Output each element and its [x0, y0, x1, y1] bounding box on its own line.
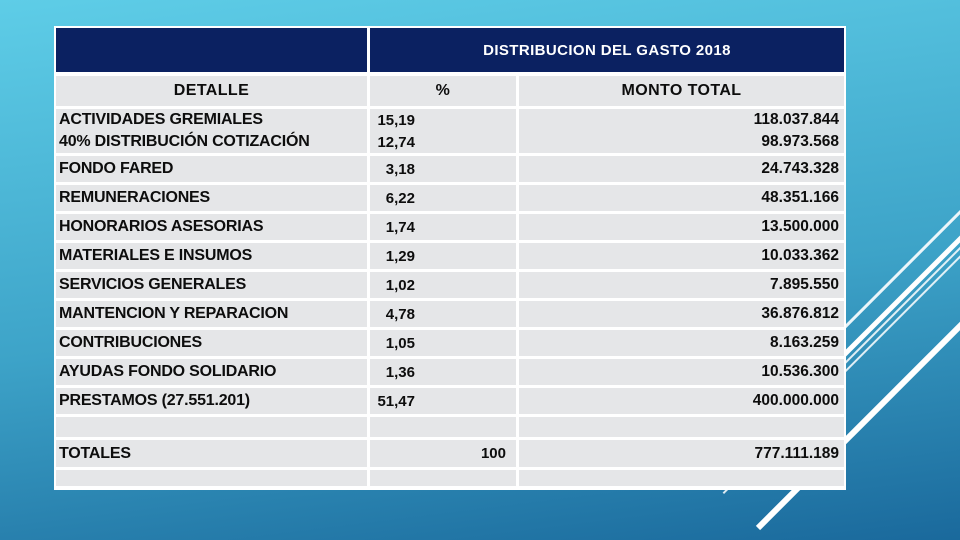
cell-monto-total: 10.536.300 [519, 359, 844, 385]
column-header-detalle: DETALLE [56, 76, 367, 106]
cell-detalle: CONTRIBUCIONES [56, 330, 367, 356]
cell-monto-total: 36.876.812 [519, 301, 844, 327]
percent-value: 12,74 [377, 133, 415, 151]
table-row: HONORARIOS ASESORIAS 1,74 13.500.000 [56, 214, 844, 240]
cell-percent [370, 417, 516, 437]
cell-percent [370, 470, 516, 486]
cell-detalle: SERVICIOS GENERALES [56, 272, 367, 298]
cell-detalle: PRESTAMOS (27.551.201) [56, 388, 367, 414]
percent-value: 4,78 [385, 305, 415, 323]
cell-percent: 4,78 [370, 301, 516, 327]
cell-monto-total [519, 417, 844, 437]
cell-percent: 100 [370, 440, 516, 467]
cell-monto-total [519, 470, 844, 486]
cell-percent: 6,22 [370, 185, 516, 211]
percent-value: 1,05 [385, 334, 415, 352]
percent-value: 100 [480, 445, 506, 462]
cell-monto-total: 13.500.000 [519, 214, 844, 240]
title-spacer-cell [56, 28, 367, 72]
cell-detalle [56, 417, 367, 437]
percent-value: 1,36 [385, 363, 415, 381]
cell-percent: 51,47 [370, 388, 516, 414]
cell-detalle: AYUDAS FONDO SOLIDARIO [56, 359, 367, 385]
table-row: AYUDAS FONDO SOLIDARIO 1,36 10.536.300 [56, 359, 844, 385]
cell-monto-total: 48.351.166 [519, 185, 844, 211]
cell-percent: 1,36 [370, 359, 516, 385]
cell-percent: 3,18 [370, 156, 516, 182]
table-row-totals: TOTALES 100 777.111.189 [56, 440, 844, 467]
cell-monto-total: 777.111.189 [519, 440, 844, 467]
cell-percent: 1,74 [370, 214, 516, 240]
cell-monto-total: 118.037.844 [519, 109, 844, 131]
table-row: CONTRIBUCIONES 1,05 8.163.259 [56, 330, 844, 356]
percent-value: 1,29 [385, 247, 415, 265]
table-title: DISTRIBUCION DEL GASTO 2018 [370, 28, 844, 72]
cell-detalle: TOTALES [56, 440, 367, 467]
table-row: 40% DISTRIBUCIÓN COTIZACIÓN 12,74 98.973.5… [56, 131, 844, 153]
cell-detalle: REMUNERACIONES [56, 185, 367, 211]
table-row: ACTIVIDADES GREMIALES 15,19 118.037.844 [56, 109, 844, 131]
percent-value: 15,19 [377, 111, 415, 129]
cell-detalle: HONORARIOS ASESORIAS [56, 214, 367, 240]
table-header-row: DETALLE % MONTO TOTAL [56, 76, 844, 106]
cell-detalle: MANTENCION Y REPARACION [56, 301, 367, 327]
table-row: MANTENCION Y REPARACION 4,78 36.876.812 [56, 301, 844, 327]
percent-value: 1,02 [385, 276, 415, 294]
column-header-monto: MONTO TOTAL [519, 76, 844, 106]
cell-monto-total: 400.000.000 [519, 388, 844, 414]
table-row: MATERIALES E INSUMOS 1,29 10.033.362 [56, 243, 844, 269]
cell-detalle: ACTIVIDADES GREMIALES [56, 109, 367, 131]
cell-percent: 12,74 [370, 131, 516, 153]
cell-percent: 15,19 [370, 109, 516, 131]
cell-monto-total: 8.163.259 [519, 330, 844, 356]
percent-value: 1,74 [385, 218, 415, 236]
table-row-empty [56, 470, 844, 486]
percent-value: 6,22 [385, 189, 415, 207]
table-title-row: DISTRIBUCION DEL GASTO 2018 [56, 28, 844, 72]
column-header-pct: % [370, 76, 516, 106]
cell-detalle: 40% DISTRIBUCIÓN COTIZACIÓN [56, 131, 367, 153]
cell-monto-total: 7.895.550 [519, 272, 844, 298]
cell-detalle [56, 470, 367, 486]
cell-detalle: MATERIALES E INSUMOS [56, 243, 367, 269]
cell-monto-total: 24.743.328 [519, 156, 844, 182]
table-row: REMUNERACIONES 6,22 48.351.166 [56, 185, 844, 211]
cell-percent: 1,02 [370, 272, 516, 298]
gasto-distribution-table: DISTRIBUCION DEL GASTO 2018 DETALLE % MO… [54, 26, 846, 490]
table-row: FONDO FARED 3,18 24.743.328 [56, 156, 844, 182]
cell-monto-total: 98.973.568 [519, 131, 844, 153]
cell-monto-total: 10.033.362 [519, 243, 844, 269]
table-row-empty [56, 417, 844, 437]
table-row: PRESTAMOS (27.551.201) 51,47 400.000.000 [56, 388, 844, 414]
percent-value: 51,47 [377, 392, 415, 410]
table-row: SERVICIOS GENERALES 1,02 7.895.550 [56, 272, 844, 298]
cell-percent: 1,29 [370, 243, 516, 269]
cell-detalle: FONDO FARED [56, 156, 367, 182]
cell-percent: 1,05 [370, 330, 516, 356]
percent-value: 3,18 [385, 160, 415, 178]
